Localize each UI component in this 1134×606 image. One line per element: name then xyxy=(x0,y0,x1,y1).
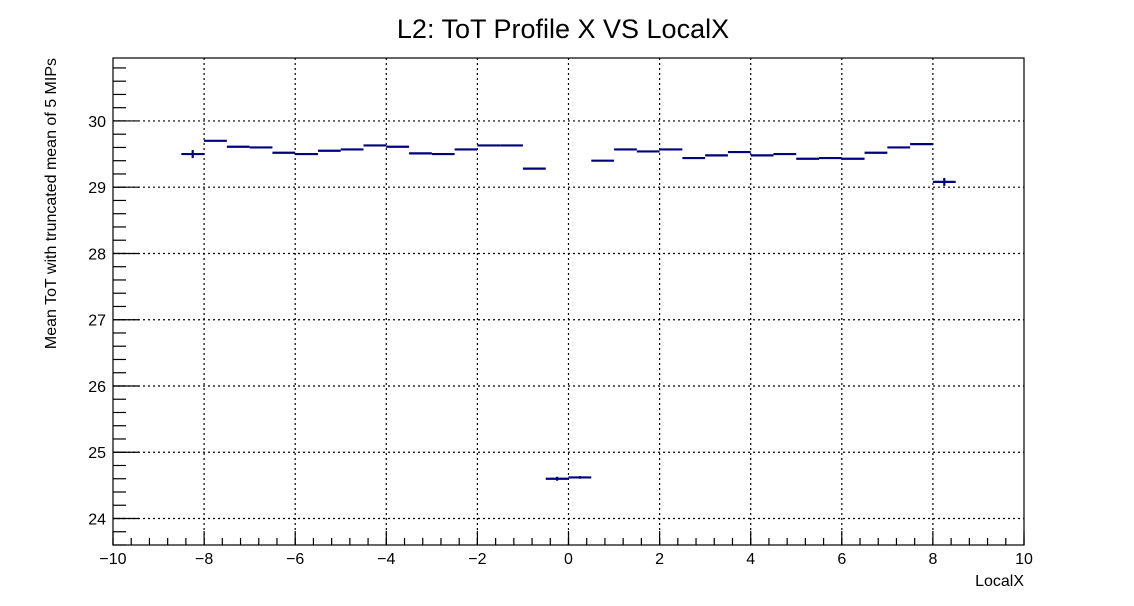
data-point xyxy=(409,152,432,155)
data-point xyxy=(841,157,865,160)
data-point xyxy=(682,156,706,160)
data-point xyxy=(545,476,569,481)
x-tick-label: −2 xyxy=(468,551,486,568)
data-point xyxy=(226,145,250,148)
data-point xyxy=(819,156,842,160)
y-tick-label: 30 xyxy=(88,114,106,131)
data-point xyxy=(386,145,410,148)
y-tick-label: 26 xyxy=(88,379,106,396)
data-point xyxy=(295,152,318,156)
y-tick-label: 29 xyxy=(88,180,106,197)
axis-ticks xyxy=(112,67,1025,546)
x-tick-label: −10 xyxy=(99,551,126,568)
x-tick-label: 8 xyxy=(928,551,937,568)
data-point xyxy=(773,152,797,156)
x-tick-label: 6 xyxy=(837,551,846,568)
data-point xyxy=(796,157,820,160)
grid-lines xyxy=(113,58,1024,545)
data-point xyxy=(705,154,728,157)
data-points xyxy=(181,139,956,481)
data-point xyxy=(317,149,341,152)
y-tick-label: 25 xyxy=(88,445,106,462)
data-point xyxy=(864,151,888,154)
x-tick-label: 2 xyxy=(655,551,664,568)
data-point xyxy=(272,151,296,154)
x-tick-label: −6 xyxy=(286,551,304,568)
y-tick-label: 27 xyxy=(88,313,106,330)
data-point xyxy=(614,148,637,151)
x-tick-label: 10 xyxy=(1015,551,1033,568)
data-point xyxy=(568,476,592,479)
y-axis-label: Mean ToT with truncated mean of 5 MIPs xyxy=(43,58,60,349)
data-point xyxy=(477,144,501,147)
data-point xyxy=(431,152,455,156)
data-point xyxy=(636,150,660,153)
y-tick-label: 28 xyxy=(88,246,106,263)
chart-title: L2: ToT Profile X VS LocalX xyxy=(397,14,729,44)
x-tick-label: 4 xyxy=(746,551,755,568)
data-point xyxy=(340,148,364,151)
data-point xyxy=(887,146,911,149)
data-point xyxy=(363,144,387,147)
data-point xyxy=(204,139,227,142)
data-point xyxy=(454,148,478,151)
x-axis-label: LocalX xyxy=(975,573,1024,590)
data-point xyxy=(727,150,751,154)
data-point xyxy=(932,177,956,186)
x-tick-label: −8 xyxy=(195,551,213,568)
data-point xyxy=(500,144,523,147)
data-point xyxy=(181,150,205,159)
data-point xyxy=(591,159,615,162)
data-point xyxy=(910,143,933,146)
data-point xyxy=(659,148,683,151)
data-point xyxy=(249,146,273,149)
x-tick-label: 0 xyxy=(564,551,573,568)
x-tick-label: −4 xyxy=(377,551,395,568)
plot-frame xyxy=(112,57,1025,546)
data-point xyxy=(750,154,774,157)
y-tick-label: 24 xyxy=(88,511,106,528)
data-point xyxy=(522,167,546,170)
